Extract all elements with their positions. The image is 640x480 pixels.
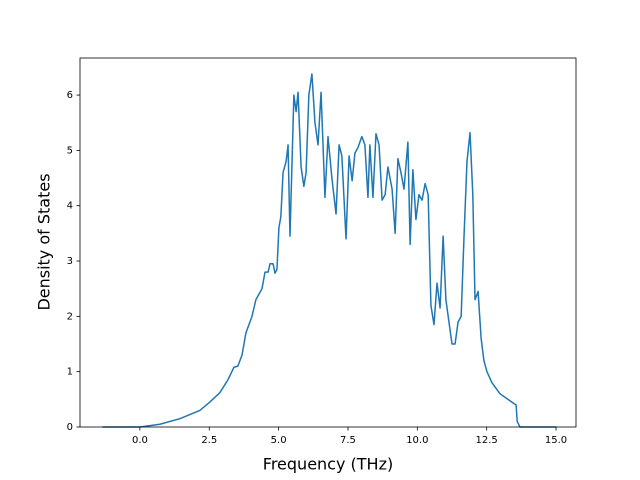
x-tick-label: 12.5 — [476, 435, 498, 446]
y-tick-label: 1 — [67, 367, 73, 378]
x-tick-label: 7.5 — [340, 435, 356, 446]
y-tick-label: 0 — [67, 422, 73, 433]
x-tick-label: 0.0 — [132, 435, 148, 446]
y-axis-label: Density of States — [35, 173, 54, 310]
x-tick-label: 10.0 — [406, 435, 428, 446]
x-axis-label: Frequency (THz) — [263, 455, 393, 474]
line-series — [102, 73, 557, 428]
y-tick-label: 3 — [67, 256, 73, 267]
x-tick-label: 5.0 — [271, 435, 287, 446]
y-tick-label: 4 — [67, 201, 73, 212]
x-tick-label: 2.5 — [201, 435, 217, 446]
y-tick-label: 6 — [67, 90, 73, 101]
y-tick-label: 2 — [67, 311, 73, 322]
x-tick-label: 15.0 — [545, 435, 567, 446]
plot-frame — [79, 57, 577, 428]
y-tick-label: 5 — [67, 145, 73, 156]
